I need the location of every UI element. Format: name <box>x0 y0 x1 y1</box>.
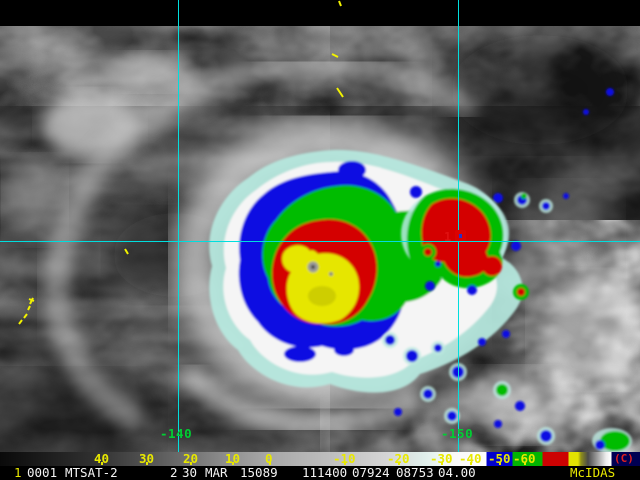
island-outline <box>338 0 342 7</box>
colorbar-tick <box>499 462 501 465</box>
coord-line: 07924 <box>352 465 390 480</box>
colorbar-label-m10: -10 <box>333 451 356 466</box>
satellite-image-area: -140 -150 1 <box>0 0 640 452</box>
colorbar-label-m30: -30 <box>430 451 453 466</box>
convective-specks <box>382 88 632 452</box>
copyright-label: (C) <box>614 452 634 465</box>
satellite-name: MTSAT-2 <box>65 465 118 480</box>
colorbar-label-m20: -20 <box>387 451 410 466</box>
storm-position-marker <box>455 230 466 241</box>
tropical-cyclone-enhanced-core <box>209 149 523 393</box>
storm-position-marker-center <box>459 234 462 238</box>
latlon-grid <box>0 0 640 452</box>
colorbar-label-10: 10 <box>225 451 241 466</box>
colorbar-tick <box>398 462 400 465</box>
colorbar-label-0: 0 <box>265 451 273 466</box>
colorbar-label-m60: -60 <box>513 451 536 466</box>
date-month: MAR <box>205 465 228 480</box>
band-value: 04.00 <box>438 465 476 480</box>
temperature-colorbar: 40 30 20 10 0 -10 -20 -30 -40 -50 -60 (C… <box>0 452 640 466</box>
colorbar-label-30: 30 <box>139 451 155 466</box>
colorbar-tick <box>524 462 526 465</box>
colorbar-tick <box>190 462 192 465</box>
image-id: 0001 <box>27 465 58 480</box>
island-outline <box>336 87 344 98</box>
colorbar-tick <box>470 462 472 465</box>
colorbar-label-m50: -50 <box>488 451 511 466</box>
date-day: 30 <box>182 465 198 480</box>
coord-element: 08753 <box>396 465 434 480</box>
longitude-label-140: -140 <box>160 426 193 441</box>
satellite-image-canvas[interactable] <box>0 0 640 452</box>
colorbar-tick <box>269 462 271 465</box>
date-julian: 15089 <box>240 465 278 480</box>
colorbar-label-40: 40 <box>94 451 110 466</box>
colorbar-label-m40: -40 <box>459 451 482 466</box>
time-utc: 111400 <box>302 465 348 480</box>
image-top-margin <box>0 0 640 26</box>
island-outline <box>124 248 129 255</box>
statusbar: 1 0001 MTSAT-2 2 30 MAR 15089 111400 079… <box>0 466 640 480</box>
frame-number: 1 <box>14 465 22 480</box>
mcidas-wordmark: McIDAS <box>570 465 616 480</box>
storm-position-label: 1 <box>444 230 452 244</box>
colorbar-tick <box>101 462 103 465</box>
island-chain <box>18 297 35 325</box>
colorbar-tick <box>232 462 234 465</box>
colorbar-label-20: 20 <box>183 451 199 466</box>
colorbar-tick <box>344 462 346 465</box>
colorbar-tick <box>146 462 148 465</box>
band-number: 2 <box>170 465 178 480</box>
island-outline <box>331 53 339 58</box>
longitude-label-150: -150 <box>441 426 474 441</box>
coastline-overlay <box>18 0 344 325</box>
colorbar-tick <box>441 462 443 465</box>
